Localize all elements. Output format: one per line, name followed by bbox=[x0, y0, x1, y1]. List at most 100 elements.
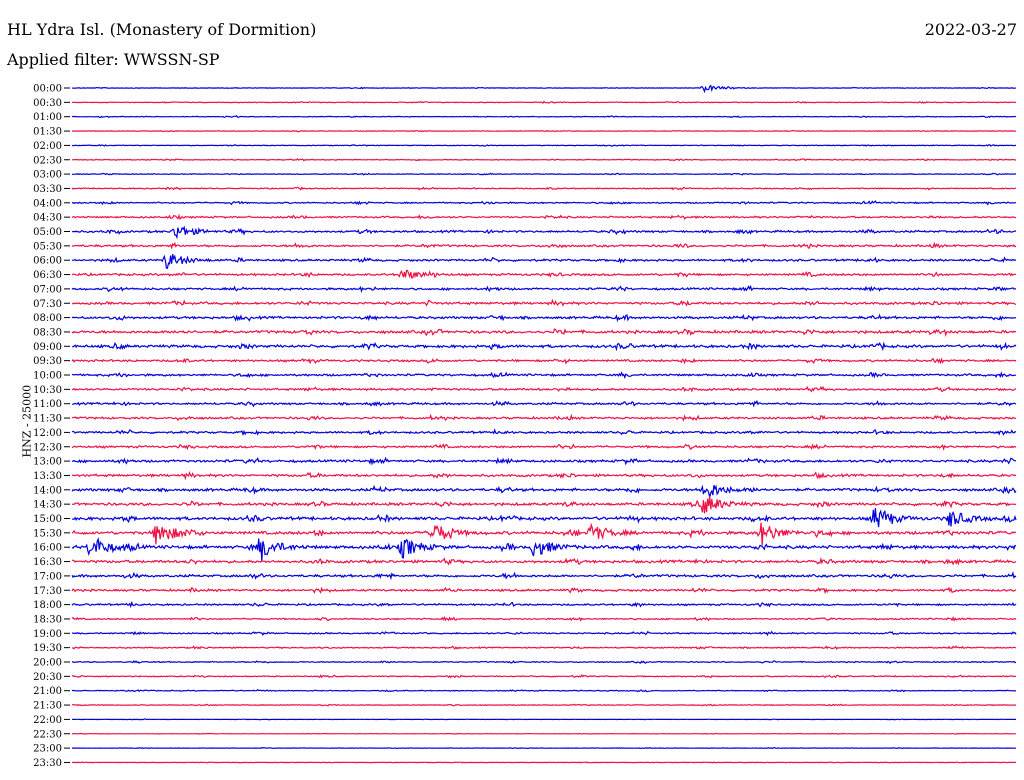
row-time-label: 15:30 bbox=[33, 528, 62, 539]
row-time-label: 21:30 bbox=[33, 701, 62, 712]
filter-line: Applied filter: WWSSN-SP bbox=[7, 50, 220, 69]
trace-row bbox=[71, 615, 1017, 622]
row-time-label: 11:30 bbox=[33, 414, 62, 425]
trace-row bbox=[71, 357, 1017, 365]
trace-row bbox=[71, 600, 1017, 609]
trace-row bbox=[71, 630, 1017, 637]
trace-row bbox=[71, 688, 1017, 693]
trace-row bbox=[71, 443, 1017, 451]
trace-row bbox=[71, 144, 1017, 147]
trace-row bbox=[71, 522, 1017, 546]
trace-row bbox=[71, 571, 1017, 581]
trace-row bbox=[71, 129, 1017, 133]
row-time-label: 17:30 bbox=[33, 586, 62, 597]
row-time-label: 04:00 bbox=[33, 198, 62, 209]
trace-row bbox=[71, 371, 1016, 380]
trace-row bbox=[71, 484, 1017, 498]
row-time-label: 12:00 bbox=[33, 428, 62, 439]
trace-row bbox=[71, 470, 1017, 481]
row-time-label: 01:00 bbox=[33, 112, 62, 123]
filter-value: WWSSN-SP bbox=[123, 50, 220, 69]
trace-row bbox=[71, 537, 1017, 562]
trace-row bbox=[71, 385, 1017, 393]
trace-row bbox=[71, 158, 1017, 162]
row-time-label: 00:30 bbox=[33, 98, 62, 109]
trace-row bbox=[71, 645, 1017, 650]
trace-row bbox=[71, 186, 1016, 191]
row-time-label: 01:30 bbox=[33, 127, 62, 138]
trace-row bbox=[71, 172, 1017, 176]
row-time-label: 20:30 bbox=[33, 672, 62, 683]
channel-label: HNZ - 25000 bbox=[20, 384, 34, 458]
row-time-label: 13:00 bbox=[33, 457, 62, 468]
trace-row bbox=[71, 84, 1017, 94]
trace-row bbox=[71, 660, 1017, 665]
row-time-label: 11:00 bbox=[33, 399, 62, 410]
row-time-label: 05:00 bbox=[33, 227, 62, 238]
row-time-label: 18:00 bbox=[33, 600, 62, 611]
row-time-label: 16:00 bbox=[33, 543, 62, 554]
row-time-label: 04:30 bbox=[33, 213, 62, 224]
record-date: 2022-03-27 bbox=[924, 20, 1017, 39]
row-time-label: 19:30 bbox=[33, 643, 62, 654]
row-time-label: 07:30 bbox=[33, 299, 62, 310]
row-time-label: 22:00 bbox=[33, 715, 62, 726]
trace-row bbox=[71, 284, 1017, 294]
row-time-label: 10:30 bbox=[33, 385, 62, 396]
trace-row bbox=[71, 341, 1017, 352]
row-time-label: 06:30 bbox=[33, 270, 62, 281]
trace-row bbox=[71, 298, 1017, 307]
row-time-label: 08:30 bbox=[33, 327, 62, 338]
trace-row bbox=[71, 586, 1017, 595]
trace-row bbox=[71, 241, 1017, 250]
row-time-label: 14:30 bbox=[33, 500, 62, 511]
row-time-label: 12:30 bbox=[33, 442, 62, 453]
trace-row bbox=[71, 269, 1017, 279]
row-time-label: 08:00 bbox=[33, 313, 62, 324]
filter-label: Applied filter: bbox=[7, 50, 119, 69]
row-time-label: 19:00 bbox=[33, 629, 62, 640]
row-time-label: 23:30 bbox=[33, 758, 62, 769]
trace-row bbox=[71, 703, 1017, 707]
row-time-label: 23:00 bbox=[33, 744, 62, 755]
trace-row bbox=[71, 674, 1017, 679]
row-time-label: 10:00 bbox=[33, 371, 62, 382]
trace-row bbox=[71, 732, 1017, 735]
trace-row bbox=[71, 115, 1017, 119]
row-time-label: 13:30 bbox=[33, 471, 62, 482]
trace-row bbox=[71, 496, 1017, 514]
row-time-label: 17:00 bbox=[33, 571, 62, 582]
trace-row bbox=[71, 225, 1017, 240]
trace-row bbox=[71, 200, 1017, 206]
trace-row bbox=[71, 213, 1017, 221]
trace-row bbox=[71, 428, 1017, 437]
trace-row bbox=[71, 413, 1017, 422]
row-time-label: 03:00 bbox=[33, 170, 62, 181]
row-time-label: 18:30 bbox=[33, 614, 62, 625]
trace-row bbox=[71, 456, 1017, 466]
trace-row bbox=[71, 747, 1017, 750]
row-time-label: 14:00 bbox=[33, 485, 62, 496]
row-time-label: 09:00 bbox=[33, 342, 62, 353]
row-time-label: 07:00 bbox=[33, 284, 62, 295]
row-time-label: 03:30 bbox=[33, 184, 62, 195]
station-title: HL Ydra Isl. (Monastery of Dormition) bbox=[7, 20, 317, 39]
row-time-label: 20:00 bbox=[33, 658, 62, 669]
trace-row bbox=[71, 556, 1016, 566]
row-time-label: 21:00 bbox=[33, 686, 62, 697]
trace-row bbox=[71, 718, 1017, 721]
row-time-label: 06:00 bbox=[33, 256, 62, 267]
row-time-label: 22:30 bbox=[33, 729, 62, 740]
row-time-label: 02:00 bbox=[33, 141, 62, 152]
trace-row bbox=[71, 328, 1017, 338]
row-time-label: 05:30 bbox=[33, 241, 62, 252]
trace-row bbox=[71, 761, 1016, 764]
trace-row bbox=[71, 313, 1017, 323]
row-time-label: 15:00 bbox=[33, 514, 62, 525]
row-time-label: 02:30 bbox=[33, 155, 62, 166]
trace-row bbox=[71, 100, 1017, 104]
trace-row bbox=[71, 508, 1017, 528]
row-time-label: 00:00 bbox=[33, 84, 62, 95]
row-time-label: 16:30 bbox=[33, 557, 62, 568]
